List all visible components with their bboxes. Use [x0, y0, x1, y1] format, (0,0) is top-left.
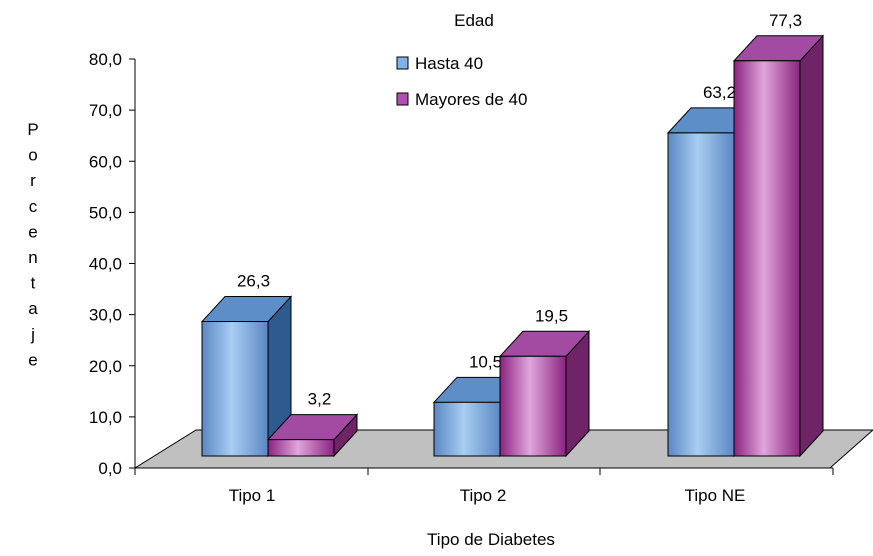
y-axis-title-letter: c — [29, 197, 38, 216]
bar-front-face — [499, 355, 567, 457]
x-tick-label: Tipo 2 — [460, 486, 507, 505]
data-label: 19,5 — [535, 306, 568, 325]
bar-mayores-40: 19,5 — [498, 306, 591, 458]
y-axis-title-letter: j — [30, 325, 35, 344]
y-tick-label: 60,0 — [89, 152, 122, 171]
data-label: 3,2 — [308, 390, 332, 409]
y-tick-label: 10,0 — [89, 408, 122, 427]
y-tick-label: 30,0 — [89, 306, 122, 325]
legend: Edad Hasta 40 Mayores de 40 — [396, 11, 527, 109]
data-label: 63,2 — [703, 83, 736, 102]
legend-title: Edad — [454, 11, 494, 30]
legend-swatch-mayores-40 — [396, 92, 409, 106]
x-axis-title: Tipo de Diabetes — [427, 530, 555, 549]
y-axis-ticks: 0,0 10,0 20,0 30,0 40,0 50,0 60,0 70,0 80,0 — [89, 50, 834, 478]
y-axis-title-letter: a — [28, 299, 38, 318]
y-axis-title-letter: e — [28, 350, 37, 369]
bar-side-face — [799, 34, 824, 458]
bar-mayores-40: 3,2 — [266, 390, 359, 458]
bar-front-face — [267, 439, 335, 457]
y-tick-label: 80,0 — [89, 50, 122, 69]
y-tick-label: 50,0 — [89, 203, 122, 222]
legend-label-hasta-40: Hasta 40 — [415, 54, 483, 73]
data-label: 26,3 — [237, 272, 270, 291]
bars: 26,3 3,2 10,5 19,5 63,2 77,3 — [200, 11, 825, 458]
bar-hasta-40: 26,3 — [200, 272, 293, 458]
y-tick-label: 40,0 — [89, 255, 122, 274]
y-axis-title-letter: P — [27, 120, 38, 139]
y-tick-label: 70,0 — [89, 101, 122, 120]
y-axis-title-letter: r — [30, 171, 36, 190]
bar-front-face — [667, 132, 735, 457]
y-tick-label: 20,0 — [89, 357, 122, 376]
y-axis-title-letter: t — [31, 274, 36, 293]
bar-front-face — [733, 60, 801, 457]
x-axis-labels: Tipo 1 Tipo 2 Tipo NE — [229, 486, 746, 505]
bar-front-face — [433, 401, 501, 457]
data-label: 77,3 — [769, 11, 802, 30]
y-tick-label: 0,0 — [98, 459, 122, 478]
y-axis-title-letter: o — [28, 146, 37, 165]
data-label: 10,5 — [469, 352, 502, 371]
legend-swatch-hasta-40 — [396, 56, 409, 70]
y-axis-title-letter: n — [28, 248, 37, 267]
bar-mayores-40: 77,3 — [732, 11, 825, 458]
legend-label-mayores-40: Mayores de 40 — [415, 90, 527, 109]
bar-front-face — [201, 321, 269, 457]
y-axis-title-letter: e — [28, 222, 37, 241]
x-tick-label: Tipo NE — [685, 486, 746, 505]
x-tick-label: Tipo 1 — [229, 486, 276, 505]
